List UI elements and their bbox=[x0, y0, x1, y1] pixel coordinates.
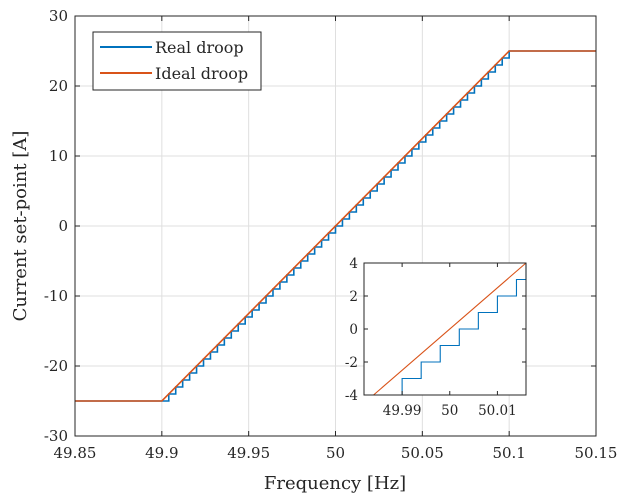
inset-y-tick-label: 4 bbox=[349, 256, 358, 272]
y-tick-label: -30 bbox=[44, 427, 68, 445]
inset-x-tick-label: 50 bbox=[441, 403, 458, 419]
y-axis-label: Current set-point [A] bbox=[10, 131, 31, 322]
inset-real-droop-line bbox=[383, 263, 527, 396]
x-tick-label: 50.05 bbox=[401, 444, 444, 462]
x-tick-label: 50.15 bbox=[575, 444, 618, 462]
x-tick-label: 49.85 bbox=[54, 444, 97, 462]
inset-y-tick-label: 0 bbox=[349, 322, 358, 338]
inset-series bbox=[373, 262, 527, 396]
inset-axes: 49.99 50 50.01 -4 -2 0 2 4 bbox=[345, 256, 527, 419]
inset-x-tick-label: 50.01 bbox=[478, 403, 517, 419]
inset-x-tick-label: 49.99 bbox=[383, 403, 422, 419]
inset-y-tick-label: 2 bbox=[349, 289, 358, 305]
y-tick-label: 10 bbox=[49, 147, 68, 165]
y-tick-label: -20 bbox=[44, 357, 68, 375]
inset-y-tick-label: -4 bbox=[345, 388, 358, 404]
x-tick-label: 49.95 bbox=[227, 444, 270, 462]
main-series bbox=[75, 50, 596, 402]
x-tick-label: 50 bbox=[326, 444, 345, 462]
y-tick-label: 0 bbox=[58, 217, 68, 235]
legend: Real droop Ideal droop bbox=[92, 31, 262, 91]
inset-y-tick-label: -2 bbox=[345, 355, 358, 371]
y-tick-label: 20 bbox=[49, 77, 68, 95]
legend-box bbox=[92, 31, 262, 91]
y-tick-label: 30 bbox=[49, 7, 68, 25]
legend-label-real-droop: Real droop bbox=[155, 38, 244, 57]
y-tick-label: -10 bbox=[44, 287, 68, 305]
legend-label-ideal-droop: Ideal droop bbox=[155, 64, 248, 83]
ideal-droop-line bbox=[75, 50, 596, 402]
inset-x-ticks: 49.99 50 50.01 bbox=[383, 263, 517, 419]
inset-ideal-droop-line bbox=[373, 262, 527, 396]
inset-plot-background bbox=[364, 263, 526, 395]
x-axis-label: Frequency [Hz] bbox=[264, 473, 406, 494]
inset-y-ticks: -4 -2 0 2 4 bbox=[345, 256, 526, 404]
x-tick-label: 50.1 bbox=[492, 444, 525, 462]
main-x-ticks: 49.85 49.9 49.95 50 50.05 50.1 50.15 bbox=[54, 16, 618, 462]
x-tick-label: 49.9 bbox=[145, 444, 178, 462]
